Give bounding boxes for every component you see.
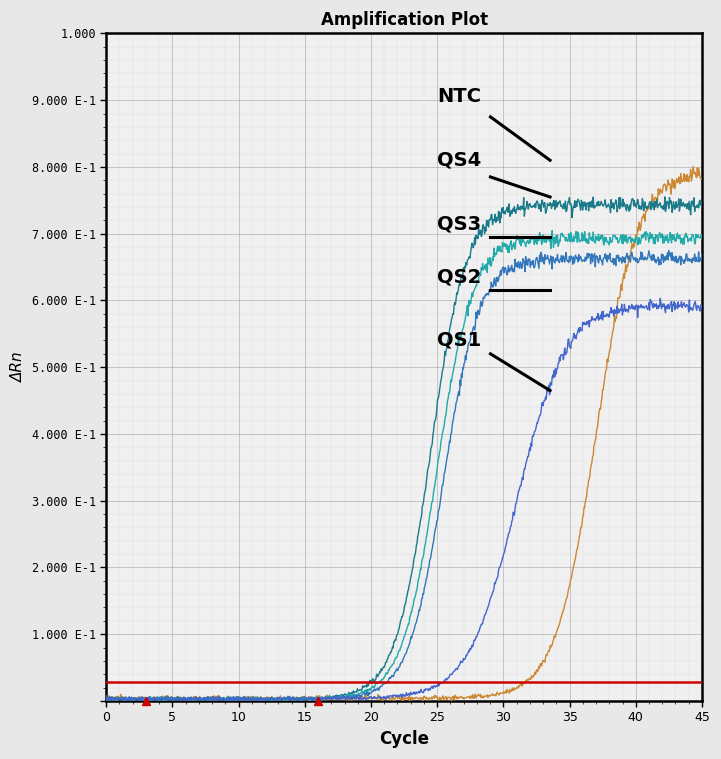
Text: QS4: QS4 xyxy=(437,151,481,170)
Text: NTC: NTC xyxy=(437,87,481,106)
Title: Amplification Plot: Amplification Plot xyxy=(321,11,487,29)
Y-axis label: ΔRn: ΔRn xyxy=(11,352,26,383)
Text: QS1: QS1 xyxy=(437,331,481,350)
Text: QS3: QS3 xyxy=(437,214,481,233)
Text: QS2: QS2 xyxy=(437,268,481,287)
X-axis label: Cycle: Cycle xyxy=(379,730,429,748)
